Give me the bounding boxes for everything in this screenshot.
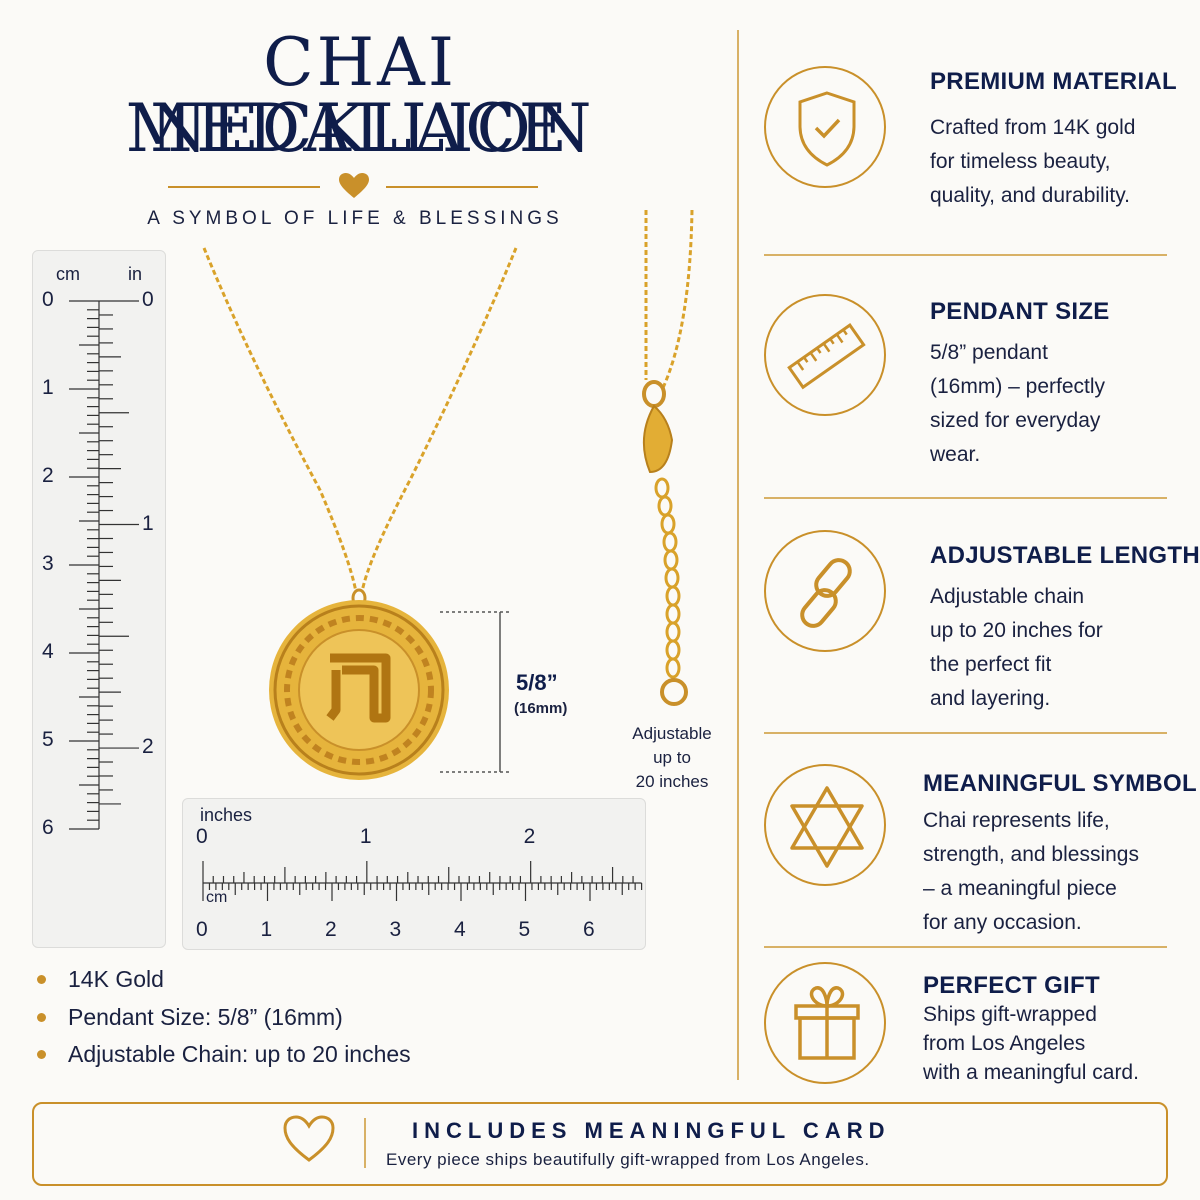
- horizontal-ruler: [182, 798, 646, 950]
- feature-title-gift: PERFECT GIFT: [923, 972, 1100, 999]
- card-banner: [32, 1102, 1168, 1186]
- feature-title-size: PENDANT SIZE: [930, 298, 1110, 325]
- vertical-ruler: [32, 250, 166, 948]
- horizontal-ruler-cm-number: 2: [325, 918, 337, 941]
- horizontal-ruler-cm-number: 4: [454, 918, 466, 941]
- pendant-size-mm-label: (16mm): [514, 700, 568, 717]
- feature-icon-circle-symbol: [764, 764, 886, 886]
- necklace-illustration: [202, 247, 518, 780]
- feature-separator: [764, 254, 1167, 256]
- vertical-ruler-cm-number: 5: [42, 728, 54, 751]
- feature-icon-circle-length: [764, 530, 886, 652]
- shield-check-icon: [798, 91, 856, 167]
- bullet-dot-3: [37, 1050, 46, 1059]
- pendant-dimension-lines: [440, 611, 512, 773]
- feature-text-line: and layering.: [930, 687, 1051, 710]
- chain-note-line1: Adjustable: [632, 724, 712, 743]
- bullet-pendant-size: Pendant Size: 5/8” (16mm): [68, 1004, 343, 1030]
- horizontal-ruler-ticks: [202, 861, 643, 901]
- chain-note-line2: up to: [653, 748, 691, 767]
- vertical-ruler-in-number: 2: [142, 735, 154, 759]
- horizontal-ruler-in-number: 2: [523, 825, 536, 848]
- feature-icon-circle-gift: [764, 962, 886, 1084]
- title-divider-right: [386, 186, 538, 188]
- feature-text-line: quality, and durability.: [930, 184, 1131, 207]
- feature-icon-circle-material: [764, 66, 886, 188]
- bullet-dot-2: [37, 1013, 46, 1022]
- feature-separator: [764, 946, 1167, 948]
- vertical-ruler-in-number: 0: [142, 288, 154, 311]
- chain-extender-illustration: [642, 210, 694, 706]
- chain-note: Adjustable up to 20 inches: [617, 722, 727, 794]
- page-subtitle: A SYMBOL OF LIFE & BLESSINGS: [147, 208, 563, 229]
- horizontal-ruler-in-number: 0: [196, 825, 208, 848]
- card-banner-divider: [364, 1118, 366, 1168]
- page-title-line2: NECKLACE: [150, 90, 570, 167]
- heart-divider-icon: [339, 173, 369, 204]
- feature-title-material: PREMIUM MATERIAL: [930, 68, 1178, 95]
- feature-text-symbol: Chai represents life, strength, and bles…: [923, 804, 1139, 940]
- gift-icon: [794, 986, 860, 1060]
- feature-title-symbol: MEANINGFUL SYMBOL: [923, 770, 1197, 797]
- heart-icon: [282, 1114, 336, 1169]
- vertical-ruler-cm-number: 2: [42, 464, 54, 487]
- feature-text-line: for any occasion.: [923, 911, 1082, 934]
- feature-text-size: 5/8” pendant (16mm) – perfectly sized fo…: [930, 336, 1105, 472]
- horizontal-ruler-inches-label: inches: [200, 805, 253, 825]
- horizontal-ruler-cm-number: 5: [518, 918, 531, 941]
- horizontal-ruler-in-number: 1: [359, 825, 372, 848]
- vertical-ruler-ticks: [69, 300, 139, 830]
- star-of-david-icon: [790, 786, 864, 868]
- horizontal-ruler-cm-label: cm: [206, 889, 228, 906]
- feature-separator: [764, 732, 1167, 734]
- vertical-ruler-cm-label: cm: [56, 264, 80, 284]
- feature-text-gift: Ships gift-wrapped from Los Angeles with…: [923, 1000, 1139, 1087]
- feature-text-line: (16mm) – perfectly: [930, 375, 1106, 398]
- bullet-chain: Adjustable Chain: up to 20 inches: [68, 1041, 411, 1067]
- feature-text-length: Adjustable chain up to 20 inches for the…: [930, 580, 1103, 716]
- feature-text-line: sized for everyday: [930, 409, 1101, 432]
- feature-title-length: ADJUSTABLE LENGTH: [930, 542, 1200, 569]
- bullet-gold: 14K Gold: [68, 966, 164, 992]
- vertical-ruler-cm-number: 1: [42, 376, 54, 399]
- feature-text-line: wear.: [930, 443, 981, 466]
- card-banner-subtitle: Every piece ships beautifully gift-wrapp…: [386, 1150, 870, 1169]
- feature-text-line: Chai represents life,: [923, 809, 1110, 832]
- feature-text-line: Ships gift-wrapped: [923, 1003, 1097, 1026]
- pendant-size-label: 5/8”: [516, 670, 558, 695]
- vertical-ruler-cm-number: 6: [42, 816, 54, 839]
- vertical-ruler-cm-number: 0: [42, 288, 54, 311]
- horizontal-ruler-cm-number: 1: [260, 918, 273, 941]
- card-banner-title: INCLUDES MEANINGFUL CARD: [412, 1118, 891, 1143]
- feature-text-line: Crafted from 14K gold: [930, 116, 1136, 139]
- feature-text-line: 5/8” pendant: [930, 341, 1048, 364]
- horizontal-ruler-cm-number: 6: [583, 918, 595, 941]
- horizontal-ruler-cm-number: 0: [196, 918, 208, 941]
- vertical-ruler-in-label: in: [128, 264, 143, 284]
- feature-separator: [764, 497, 1167, 499]
- feature-text-line: up to 20 inches for: [930, 619, 1103, 642]
- vertical-ruler-cm-number: 4: [42, 640, 54, 663]
- chain-note-line3: 20 inches: [635, 772, 709, 791]
- feature-text-line: Adjustable chain: [930, 585, 1085, 608]
- feature-icon-circle-size: [764, 294, 886, 416]
- chain-link-icon: [800, 558, 852, 628]
- horizontal-ruler-cm-number: 3: [389, 918, 402, 941]
- ruler-icon: [787, 323, 866, 390]
- feature-text-material: Crafted from 14K gold for timeless beaut…: [930, 111, 1135, 213]
- title-divider-left: [168, 186, 320, 188]
- page-title-line1: CHAI MEDALLION: [125, 24, 595, 167]
- bullet-dot-1: [37, 975, 46, 984]
- vertical-ruler-cm-number: 3: [42, 552, 54, 575]
- feature-text-line: strength, and blessings: [923, 843, 1139, 866]
- feature-text-line: – a meaningful piece: [923, 877, 1117, 900]
- feature-text-line: from Los Angeles: [923, 1032, 1086, 1055]
- feature-text-line: for timeless beauty,: [930, 150, 1111, 173]
- feature-text-line: the perfect fit: [930, 653, 1052, 676]
- column-divider: [737, 30, 739, 1080]
- vertical-ruler-in-number: 1: [142, 511, 154, 535]
- feature-text-line: with a meaningful card.: [923, 1061, 1139, 1084]
